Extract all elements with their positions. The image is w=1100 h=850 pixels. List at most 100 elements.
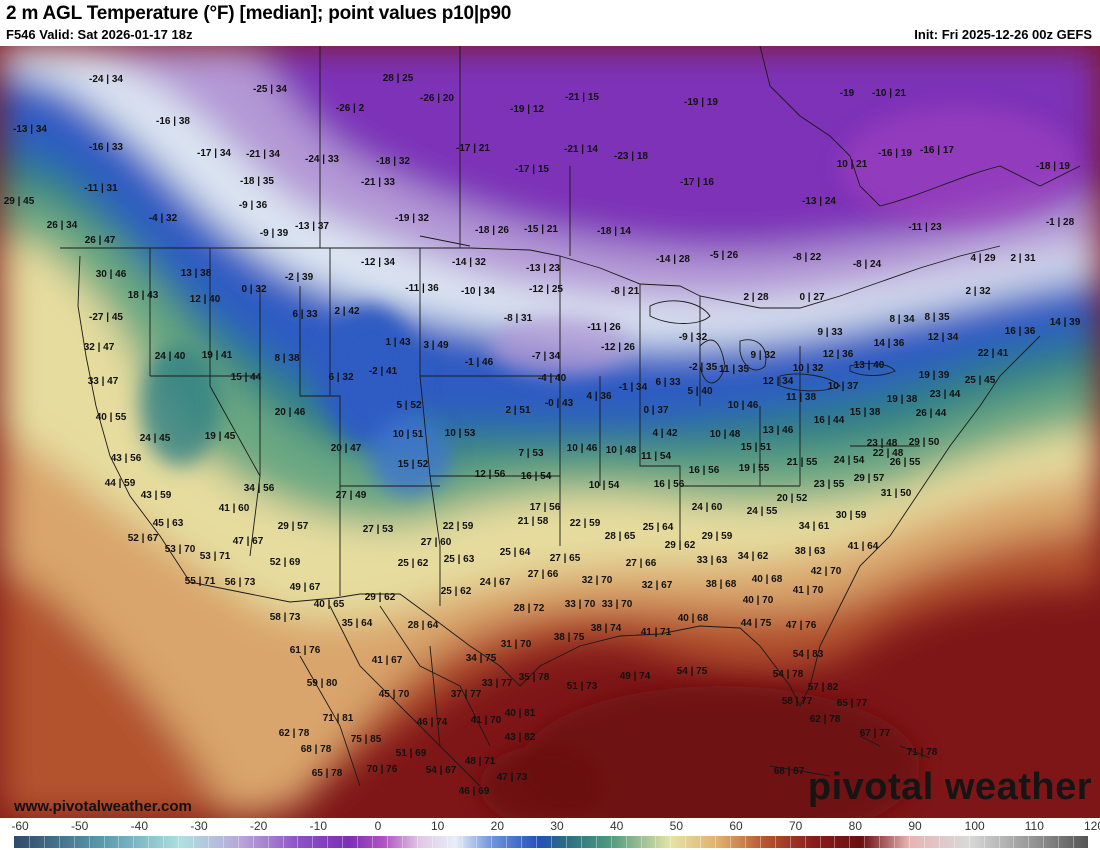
caribbean-islands bbox=[769, 735, 931, 777]
point-value-label: 9 | 32 bbox=[750, 350, 775, 361]
colorbar-ticks: -60 -50 -40 -30 -20 -10 0 10 20 30 40 50 60 70 80 90 100… bbox=[0, 818, 1100, 834]
point-value-label: 41 | 70 bbox=[793, 585, 824, 596]
point-value-label: 59 | 80 bbox=[307, 678, 338, 689]
point-value-label: -21 | 15 bbox=[565, 92, 599, 103]
colorbar-segment bbox=[565, 836, 567, 848]
point-value-label: 33 | 77 bbox=[482, 678, 513, 689]
point-value-label: 56 | 73 bbox=[225, 577, 256, 588]
colorbar-segment bbox=[804, 836, 806, 848]
point-values: -24 | 34 -25 | 34 28 | 25 -26 | 20 -26 | 2 -2… bbox=[4, 73, 1081, 797]
point-value-label: 10 | 21 bbox=[837, 159, 868, 170]
point-value-label: -21 | 34 bbox=[246, 149, 280, 160]
colorbar-segment bbox=[476, 836, 478, 848]
website-url[interactable]: www.pivotalweather.com bbox=[14, 798, 192, 815]
point-value-label: 20 | 46 bbox=[275, 407, 306, 418]
point-value-label: 16 | 36 bbox=[1005, 326, 1036, 337]
point-value-label: -9 | 36 bbox=[239, 200, 268, 211]
point-value-label: 52 | 69 bbox=[270, 557, 301, 568]
colorbar-tick-label: -40 bbox=[130, 819, 148, 833]
point-value-label: 53 | 70 bbox=[165, 544, 196, 555]
point-value-label: -11 | 26 bbox=[587, 322, 621, 333]
point-value-label: 58 | 73 bbox=[270, 612, 301, 623]
colorbar-segment bbox=[506, 836, 508, 848]
colorbar-segment bbox=[401, 836, 403, 848]
point-value-label: -16 | 38 bbox=[156, 116, 190, 127]
point-value-label: 33 | 47 bbox=[88, 376, 119, 387]
point-value-label: -16 | 19 bbox=[878, 148, 912, 159]
point-value-label: -21 | 33 bbox=[361, 177, 395, 188]
colorbar-segment bbox=[312, 836, 314, 848]
colorbar-segment bbox=[282, 836, 284, 848]
mexico-state-lines bbox=[299, 605, 491, 787]
colorbar-tick-label: -20 bbox=[249, 819, 268, 833]
point-value-label: 17 | 56 bbox=[530, 502, 561, 513]
point-value-label: 23 | 55 bbox=[814, 479, 845, 490]
point-value-label: 54 | 83 bbox=[793, 649, 824, 660]
point-value-label: 10 | 48 bbox=[606, 445, 637, 456]
colorbar-segment bbox=[774, 836, 776, 848]
us-mexico-border bbox=[189, 581, 521, 687]
colorbar-tick-label: -50 bbox=[70, 819, 89, 833]
point-value-label: 6 | 32 bbox=[328, 372, 353, 383]
point-value-label: 16 | 56 bbox=[689, 465, 720, 476]
point-value-label: 29 | 45 bbox=[4, 196, 35, 207]
point-value-label: 55 | 71 bbox=[185, 576, 216, 587]
point-value-label: 28 | 25 bbox=[383, 73, 414, 84]
point-value-label: 19 | 39 bbox=[919, 370, 950, 381]
colorbar-segment bbox=[819, 836, 821, 848]
point-value-label: -24 | 33 bbox=[305, 154, 339, 165]
point-value-label: -13 | 23 bbox=[526, 263, 560, 274]
point-value-label: 68 | 78 bbox=[301, 744, 332, 755]
point-value-label: 21 | 55 bbox=[787, 457, 818, 468]
point-value-label: 12 | 40 bbox=[190, 294, 221, 305]
colorbar-segment bbox=[193, 836, 194, 848]
point-value-label: 53 | 71 bbox=[200, 551, 231, 562]
point-value-label: 33 | 63 bbox=[697, 555, 728, 566]
temperature-map[interactable]: -24 | 34 -25 | 34 28 | 25 -26 | 20 -26 | 2 -2… bbox=[0, 46, 1100, 818]
point-value-label: 28 | 64 bbox=[408, 620, 439, 631]
point-value-label: 10 | 54 bbox=[589, 480, 620, 491]
colorbar-segment bbox=[610, 836, 612, 848]
point-value-label: 46 | 74 bbox=[417, 717, 448, 728]
point-value-label: 29 | 62 bbox=[665, 540, 696, 551]
point-value-label: -27 | 45 bbox=[89, 312, 123, 323]
point-value-label: 32 | 47 bbox=[84, 342, 115, 353]
point-value-label: 34 | 62 bbox=[738, 551, 769, 562]
colorbar-segment bbox=[625, 836, 627, 848]
point-value-label: 31 | 70 bbox=[501, 639, 532, 650]
colorbar-tick-label: -30 bbox=[190, 819, 208, 833]
colorbar-tick-label: -10 bbox=[309, 819, 327, 833]
colorbar-segment bbox=[237, 836, 239, 848]
point-value-label: -14 | 32 bbox=[452, 257, 486, 268]
colorbar-segment bbox=[551, 836, 552, 848]
point-value-label: -11 | 36 bbox=[405, 283, 439, 294]
point-value-label: 38 | 68 bbox=[706, 579, 737, 590]
point-value-label: 16 | 54 bbox=[521, 471, 552, 482]
colorbar-tick-label: 80 bbox=[848, 819, 863, 833]
colorbar-segment bbox=[43, 836, 45, 848]
map-canvas: -24 | 34 -25 | 34 28 | 25 -26 | 20 -26 | 2 -2… bbox=[0, 46, 1100, 818]
point-value-label: 19 | 41 bbox=[202, 350, 233, 361]
point-value-label: -19 bbox=[840, 88, 855, 99]
point-value-label: 10 | 32 bbox=[793, 363, 824, 374]
point-value-label: -26 | 20 bbox=[420, 93, 454, 104]
point-value-label: 8 | 34 bbox=[889, 314, 914, 325]
point-value-label: 31 | 50 bbox=[881, 488, 912, 499]
point-value-label: 20 | 47 bbox=[331, 443, 362, 454]
point-value-label: -19 | 12 bbox=[510, 104, 544, 115]
point-value-label: 40 | 68 bbox=[752, 574, 783, 585]
point-value-label: 11 | 38 bbox=[786, 392, 816, 403]
point-value-label: 10 | 53 bbox=[445, 428, 476, 439]
point-value-label: 27 | 53 bbox=[363, 524, 394, 535]
colorbar-segment bbox=[207, 836, 209, 848]
point-value-label: 44 | 75 bbox=[741, 618, 772, 629]
colorbar-tick-label: 110 bbox=[1024, 819, 1044, 833]
point-value-label: 71 | 81 bbox=[323, 713, 354, 724]
point-value-label: 54 | 75 bbox=[677, 666, 708, 677]
point-value-label: 52 | 67 bbox=[128, 533, 159, 544]
point-value-label: -18 | 32 bbox=[376, 156, 410, 167]
colorbar-tick-label: 70 bbox=[788, 819, 803, 833]
colorbar-segment bbox=[864, 836, 866, 848]
point-value-label: 29 | 59 bbox=[702, 531, 733, 542]
point-value-label: 27 | 60 bbox=[421, 537, 452, 548]
